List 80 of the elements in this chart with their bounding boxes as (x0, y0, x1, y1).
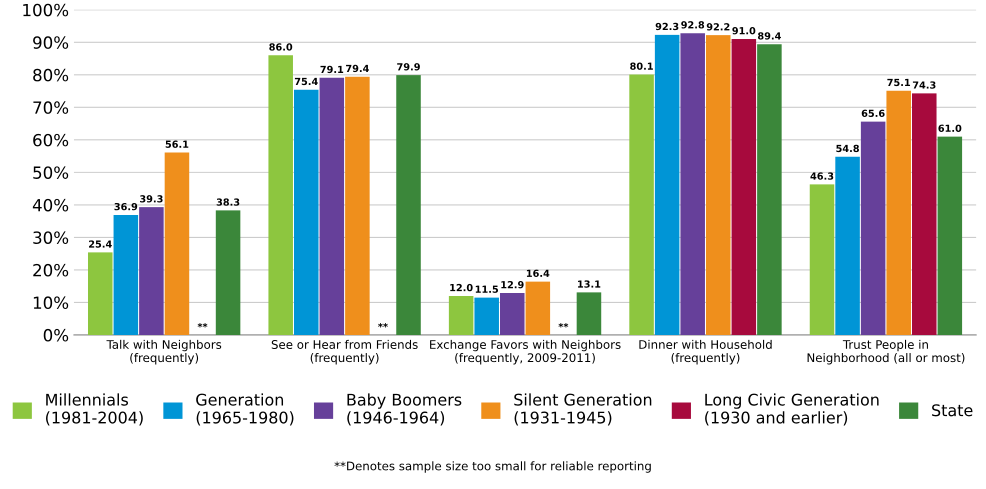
bar (810, 184, 834, 335)
y-tick-label: 30% (33, 231, 68, 244)
bar (860, 122, 886, 335)
data-label: 74.3 (912, 81, 936, 89)
bar (164, 152, 190, 335)
data-label: 91.0 (732, 27, 756, 34)
data-label: 38.3 (216, 198, 240, 206)
y-tick-label: 40% (32, 198, 68, 212)
bar (680, 33, 705, 335)
bar (732, 39, 756, 335)
y-tick-label: 20% (33, 264, 68, 276)
bar (88, 252, 113, 335)
legend-label: Generation (1965-1980) (196, 393, 294, 426)
bar (500, 293, 525, 335)
data-label: 11.5 (476, 286, 498, 293)
x-tick-label: See or Hear from Friends (frequently) (272, 340, 418, 364)
legend-label: Long Civic Generation (1930 and earlier) (705, 393, 879, 426)
data-label: 92.2 (706, 23, 730, 30)
text: **Denotes sample size too small for reliable reporting (334, 461, 651, 473)
bar (757, 44, 782, 335)
data-label: 16.4 (526, 270, 550, 277)
data-label: 36.9 (114, 202, 138, 210)
legend-label: Baby Boomers (1946-1964) (347, 393, 462, 426)
bar (576, 292, 602, 335)
bar (268, 55, 293, 335)
text: ** (378, 322, 388, 328)
data-label: 61.0 (938, 124, 962, 132)
data-label: 92.8 (681, 21, 704, 29)
y-tick-label: 0% (44, 328, 68, 342)
data-label: 39.3 (140, 195, 163, 203)
bar (654, 34, 680, 335)
data-label: 12.0 (450, 284, 473, 292)
data-label: 75.1 (887, 78, 910, 86)
x-tick-label: Trust People in Neighborhood (all or most) (808, 340, 964, 364)
data-label: 13.1 (578, 280, 600, 288)
bar (912, 93, 937, 335)
y-tick-label: 60% (33, 134, 68, 146)
bar (114, 214, 138, 335)
bar (474, 298, 499, 335)
bar (216, 210, 240, 335)
text: ** (198, 322, 208, 328)
data-label: 80.1 (630, 62, 653, 70)
bar (396, 75, 421, 335)
bar (938, 136, 962, 335)
data-label: 56.1 (166, 140, 188, 148)
data-label: 25.4 (89, 240, 112, 248)
bar (629, 74, 654, 335)
data-label: 65.6 (862, 110, 885, 117)
bar (835, 156, 860, 335)
y-tick-label: 80% (33, 68, 68, 82)
x-tick-label: Exchange Favors with Neighbors (frequently, 2009-2011) (430, 340, 621, 364)
bar (526, 282, 550, 335)
data-label: 86.0 (269, 43, 292, 51)
text: ** (558, 322, 568, 328)
data-label: 54.8 (836, 144, 859, 152)
data-label: 75.4 (294, 78, 318, 86)
data-label: 79.9 (397, 63, 420, 70)
bar (706, 35, 731, 335)
y-tick-label: 50% (33, 166, 68, 179)
y-tick-label: 70% (33, 101, 68, 114)
y-tick-label: 90% (33, 36, 68, 49)
legend-label: State (932, 404, 972, 416)
data-label: 12.9 (501, 281, 524, 288)
bar (886, 90, 911, 335)
data-label: 89.4 (758, 32, 781, 40)
bar (320, 78, 344, 335)
bar (139, 207, 164, 335)
y-tick-label: 100% (23, 4, 68, 16)
data-label: 79.4 (346, 64, 369, 72)
bar (294, 90, 319, 335)
bar (448, 296, 474, 335)
data-label: 92.3 (656, 22, 678, 30)
x-tick-label: Talk with Neighbors (frequently) (106, 340, 222, 364)
y-tick-label: 10% (34, 296, 68, 310)
x-tick-label: Dinner with Household (frequently) (639, 340, 772, 364)
bar (345, 76, 370, 335)
legend-label: Millennials (1981-2004) (46, 393, 143, 426)
legend-label: Silent Generation (1931-1945) (514, 393, 652, 426)
data-label: 46.3 (810, 172, 834, 180)
data-label: 79.1 (320, 66, 344, 74)
